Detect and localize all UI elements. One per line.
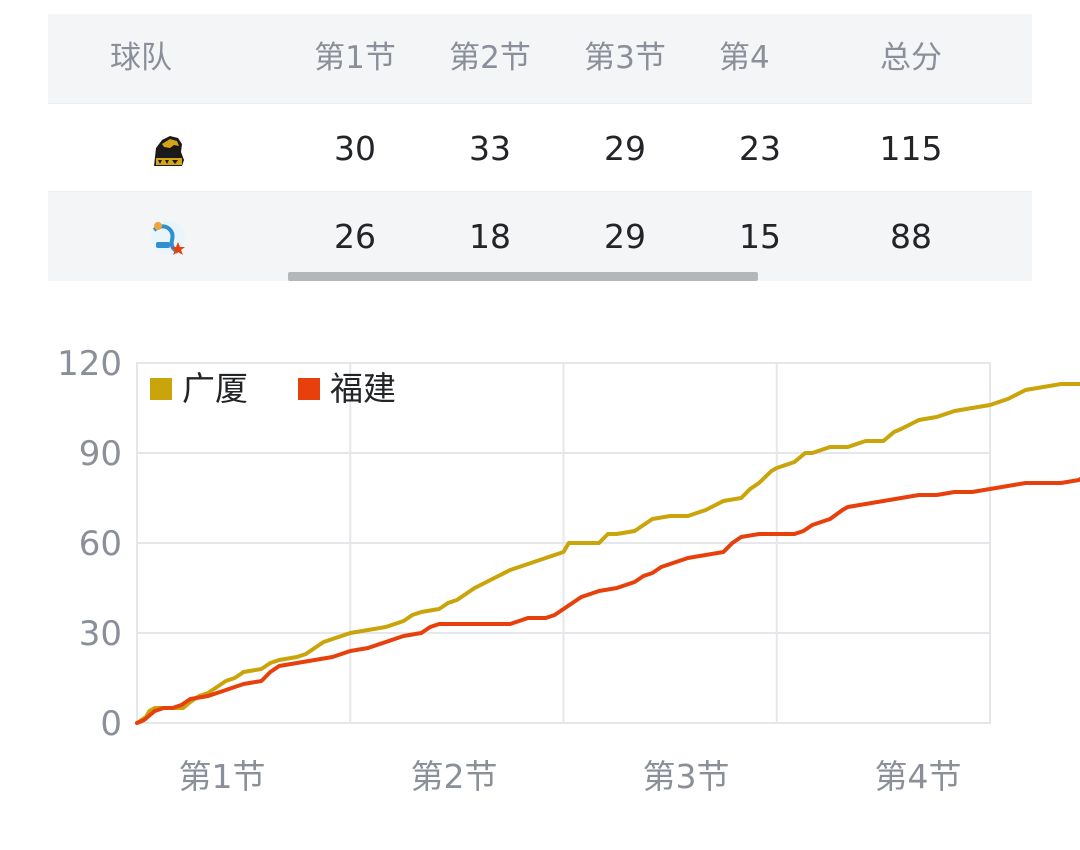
row2-total: 88 <box>890 217 932 256</box>
x-tick-label: 第2节 <box>411 757 498 796</box>
y-tick-label: 30 <box>79 614 122 654</box>
header-q4: 第4节 <box>719 40 770 76</box>
header-team: 球队 <box>110 40 172 76</box>
header-q2: 第2节 <box>449 40 531 76</box>
y-tick-label: 60 <box>79 524 122 564</box>
header-q3: 第3节 <box>584 40 666 76</box>
x-tick-label: 第1节 <box>179 757 266 796</box>
horizontal-scrollbar[interactable] <box>288 272 758 281</box>
row2-q2: 18 <box>469 217 511 256</box>
row2-q1: 26 <box>334 217 376 256</box>
row2-q4: 15 <box>739 217 781 256</box>
score-progression-chart: 0 30 60 90 120 第1节 第2节 第3节 第4节 广厦 福建 <box>57 344 1080 796</box>
y-tick-label: 0 <box>100 704 122 744</box>
legend-swatch-1 <box>150 378 172 400</box>
table-row: 26 18 29 15 88 <box>48 192 1032 281</box>
row1-q2: 33 <box>469 129 511 168</box>
legend-label-2: 福建 <box>330 369 396 408</box>
series-line-2 <box>135 476 1080 725</box>
header-q1: 第1节 <box>314 40 396 76</box>
row1-total: 115 <box>879 129 943 168</box>
fujian-sturgeon-logo <box>151 221 185 255</box>
row2-q3: 29 <box>604 217 646 256</box>
y-tick-label: 90 <box>79 434 122 474</box>
table-header-row: 球队 第1节 第2节 第3节 第4节 总分 <box>48 14 1032 103</box>
row1-q4: 23 <box>739 129 781 168</box>
legend-label-1: 广厦 <box>182 369 248 408</box>
score-table: 球队 第1节 第2节 第3节 第4节 总分 30 33 29 23 115 26… <box>48 14 1032 281</box>
row1-q3: 29 <box>604 129 646 168</box>
table-row: 30 33 29 23 115 <box>48 103 1032 192</box>
header-total: 总分 <box>880 40 942 76</box>
y-tick-label: 120 <box>57 344 122 384</box>
x-tick-label: 第4节 <box>875 757 962 796</box>
zhejiang-lion-logo <box>154 136 184 166</box>
legend-swatch-2 <box>298 378 320 400</box>
row1-q1: 30 <box>334 129 376 168</box>
x-tick-label: 第3节 <box>643 757 730 796</box>
series-line-1 <box>135 382 1080 725</box>
